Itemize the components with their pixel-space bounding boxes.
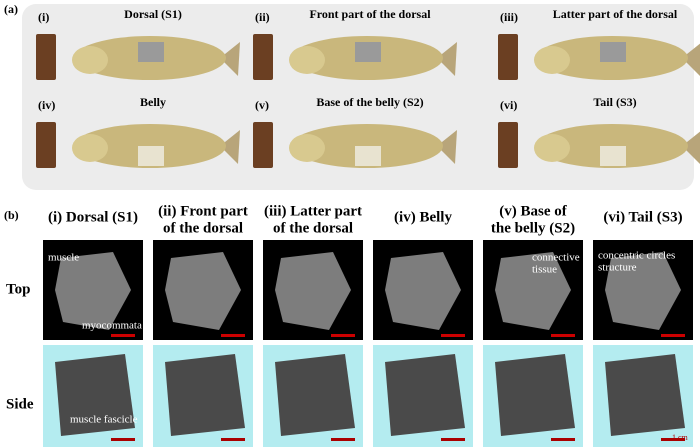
sample [36, 34, 56, 80]
column-header: (iv) Belly [394, 209, 452, 225]
sample [498, 122, 518, 168]
fish-head [72, 46, 108, 74]
column-header: of the dorsal [163, 220, 243, 236]
fish-tail [220, 130, 240, 164]
cut-area [355, 146, 381, 166]
item-title: Latter part of the dorsal [553, 7, 678, 21]
cut-area [138, 146, 164, 166]
item-title: Front part of the dorsal [309, 7, 431, 21]
side-sample [385, 354, 465, 436]
scale-bar [111, 438, 135, 441]
annotation: structure [598, 262, 637, 274]
fish-head [289, 46, 325, 74]
scale-bar [441, 334, 465, 337]
scale-bar [441, 438, 465, 441]
side-sample [165, 354, 245, 436]
cut-area [600, 42, 626, 62]
column-header: (vi) Tail (S3) [603, 209, 682, 225]
side-sample [55, 354, 135, 436]
fish-tail [682, 43, 700, 76]
fish-tail [682, 131, 700, 164]
scale-bar [551, 438, 575, 441]
item-title: Base of the belly (S2) [316, 95, 423, 109]
scale-bar [551, 334, 575, 337]
annotation: myocommata [82, 320, 142, 332]
sample [36, 122, 56, 168]
top-sample [275, 252, 351, 330]
fish-tail [437, 130, 457, 164]
item-index: (vi) [500, 98, 517, 112]
scale-bar [331, 438, 355, 441]
scale-bar [661, 438, 685, 441]
top-sample [495, 252, 571, 330]
cut-area [355, 42, 381, 62]
scale-bar [221, 438, 245, 441]
row-label: Top [6, 281, 30, 297]
top-sample [385, 252, 461, 330]
fish-head [534, 134, 570, 162]
sample [253, 122, 273, 168]
column-header: the belly (S2) [491, 220, 575, 236]
annotation: muscle [48, 252, 79, 264]
top-sample [165, 252, 241, 330]
item-title: Tail (S3) [593, 95, 636, 109]
side-sample [495, 354, 575, 436]
item-index: (i) [38, 10, 49, 24]
column-header: (iii) Latter part [264, 203, 362, 219]
side-sample [605, 354, 685, 436]
item-index: (v) [255, 98, 269, 112]
item-title: Dorsal (S1) [124, 7, 182, 21]
annotation: concentric circles [598, 250, 675, 262]
item-index: (ii) [255, 10, 270, 24]
column-header: (v) Base of [499, 203, 567, 219]
top-sample [605, 252, 681, 330]
scale-bar [111, 334, 135, 337]
item-index: (iv) [38, 98, 55, 112]
scale-bar [331, 334, 355, 337]
cut-area [600, 146, 626, 166]
fish-head [534, 46, 570, 74]
annotation: connective [532, 252, 580, 264]
annotation: tissue [532, 264, 557, 276]
panel-a-label: (a) [4, 2, 18, 16]
scale-label: 1 cm [672, 433, 689, 442]
fish-head [72, 134, 108, 162]
fish-head [289, 134, 325, 162]
top-sample [55, 252, 131, 330]
sample [498, 34, 518, 80]
fish-tail [437, 42, 457, 76]
side-sample [275, 354, 355, 436]
cut-area [138, 42, 164, 62]
column-header: of the dorsal [273, 220, 353, 236]
column-header: (i) Dorsal (S1) [48, 209, 138, 225]
row-label: Side [6, 396, 34, 412]
column-header: (ii) Front part [158, 203, 248, 219]
scale-bar [221, 334, 245, 337]
item-title: Belly [140, 95, 166, 109]
fish-tail [220, 42, 240, 76]
annotation: muscle fascicle [70, 414, 138, 426]
item-index: (iii) [500, 10, 518, 24]
scale-bar [661, 334, 685, 337]
sample [253, 34, 273, 80]
panel-b-label: (b) [4, 208, 19, 222]
